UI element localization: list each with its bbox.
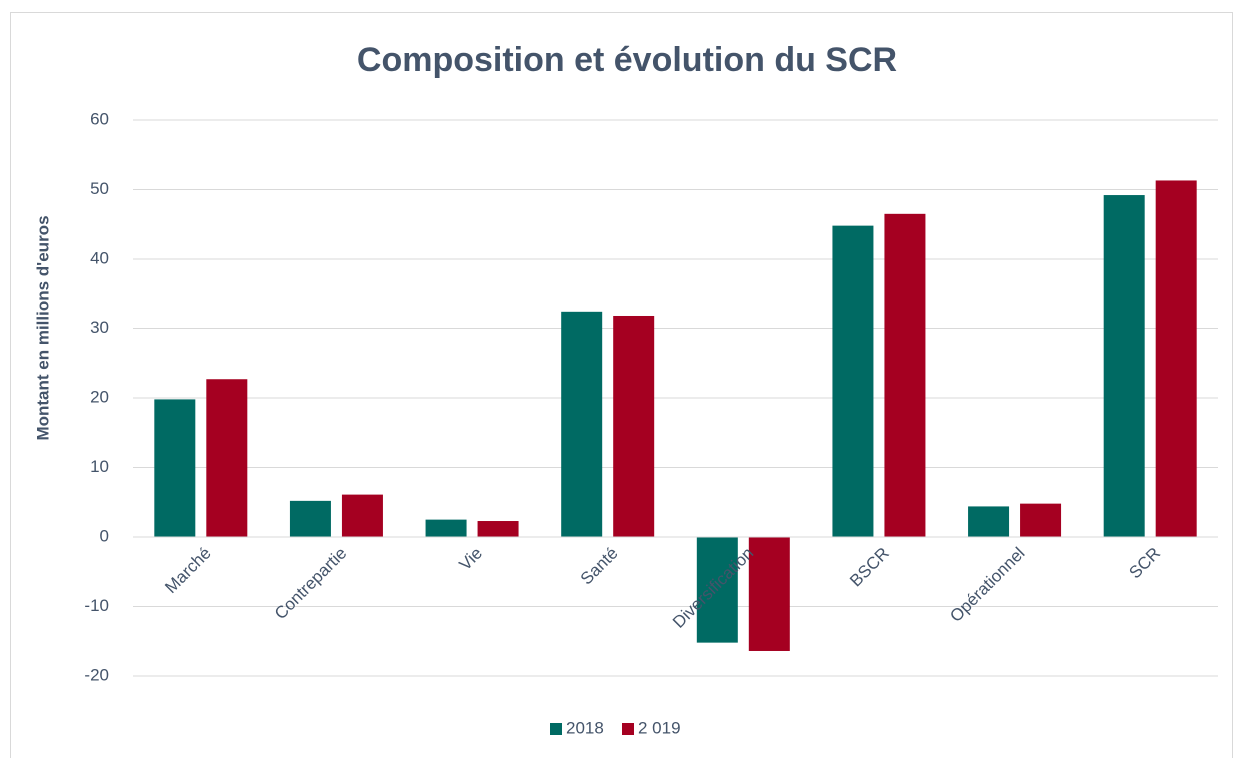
bar — [561, 311, 603, 537]
legend-label: 2018 — [566, 718, 604, 737]
bar — [206, 379, 248, 537]
y-tick-label: -20 — [84, 665, 109, 684]
legend-swatch — [622, 723, 634, 735]
y-tick-label: 20 — [90, 387, 109, 406]
y-tick-label: 50 — [90, 179, 109, 198]
bar — [477, 521, 519, 537]
bar — [696, 537, 738, 643]
bar — [748, 537, 790, 651]
legend-swatch — [550, 723, 562, 735]
bar — [968, 506, 1010, 537]
bar — [1020, 503, 1062, 537]
chart-title: Composition et évolution du SCR — [357, 41, 897, 79]
y-tick-label: 60 — [90, 109, 109, 128]
y-tick-label: 10 — [90, 457, 109, 476]
bar — [425, 519, 467, 537]
bar — [341, 494, 383, 537]
bar — [613, 315, 655, 537]
y-tick-label: 0 — [100, 526, 109, 545]
bar — [1155, 180, 1197, 537]
bar — [154, 399, 196, 537]
y-tick-label: -10 — [84, 596, 109, 615]
bar — [1103, 195, 1145, 537]
y-axis-label: Montant en millions d'euros — [33, 215, 52, 440]
y-tick-label: 40 — [90, 248, 109, 267]
legend-label: 2 019 — [638, 718, 681, 737]
bar — [832, 225, 874, 537]
bar — [884, 213, 926, 537]
y-tick-label: 30 — [90, 318, 109, 337]
bar — [289, 500, 331, 537]
